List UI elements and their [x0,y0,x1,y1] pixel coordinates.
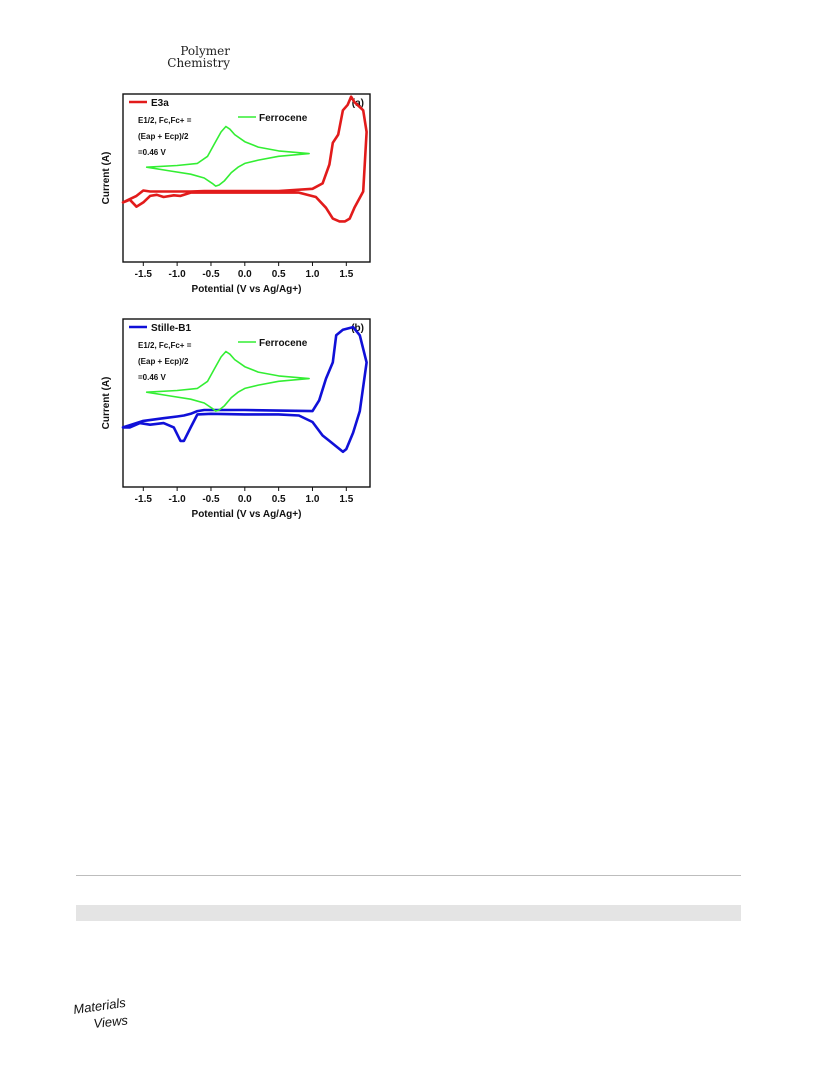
x-tick-label: 0.0 [238,494,252,505]
legend-label-ferrocene: Ferrocene [259,338,308,349]
plot-frame [122,318,371,488]
x-axis-label: Potential (V vs Ag/Ag+) [192,284,302,295]
cv-chart-a: -1.5 -1.0 -0.5 0.0 0.5 1.0 1.5 Potential (V vs … [101,93,371,295]
series-line-e3a [121,95,368,223]
annotation-line3: =0.46 V [138,148,166,157]
series-line-ferrocene [145,350,310,412]
x-tick-label: -1.5 [135,269,153,280]
x-tick-label: 1.0 [306,494,320,505]
annotation-line2: (Eap + Ecp)/2 [138,357,189,366]
annotation-line2: (Eap + Ecp)/2 [138,132,189,141]
x-tick-label: 1.0 [306,269,320,280]
x-tick-label: 0.5 [272,269,286,280]
x-tick-label: -1.0 [169,494,187,505]
materials-views-logo: Materials Views [72,998,129,1031]
x-tick-label: 1.5 [339,269,353,280]
x-axis-label: Potential (V vs Ag/Ag+) [192,509,302,520]
x-tick-label: -0.5 [202,269,220,280]
legend-label-stille-b1: Stille-B1 [151,323,191,334]
x-tick-label: 1.5 [339,494,353,505]
annotation-line3: =0.46 V [138,373,166,382]
annotation-line1: E1/2, Fc,Fc+ = [138,116,192,125]
journal-name-line1: Polymer [180,44,230,58]
legend-label-ferrocene: Ferrocene [259,113,308,124]
y-axis-label: Current (A) [101,152,112,205]
panel-label: (a) [352,98,364,109]
plot-frame [122,93,371,263]
cv-chart-b: -1.5 -1.0 -0.5 0.0 0.5 1.0 1.5 Potential (V vs … [101,318,371,520]
series-line-ferrocene [145,125,310,187]
footer-band [76,905,741,921]
series-line-stille-b1 [121,325,368,454]
x-tick-label: 0.5 [272,494,286,505]
annotation-line1: E1/2, Fc,Fc+ = [138,341,192,350]
x-tick-label: -1.0 [169,269,187,280]
x-tick-label: 0.0 [238,269,252,280]
panel-label: (b) [351,323,364,334]
logo-line2: Views [93,1012,129,1031]
x-tick-label: -1.5 [135,494,153,505]
journal-name-line2: Chemistry [167,56,230,70]
footer-rule [76,875,741,876]
y-axis-label: Current (A) [101,377,112,430]
legend-label-e3a: E3a [151,98,169,109]
journal-name: Polymer Chemistry [150,45,230,69]
x-tick-label: -0.5 [202,494,220,505]
